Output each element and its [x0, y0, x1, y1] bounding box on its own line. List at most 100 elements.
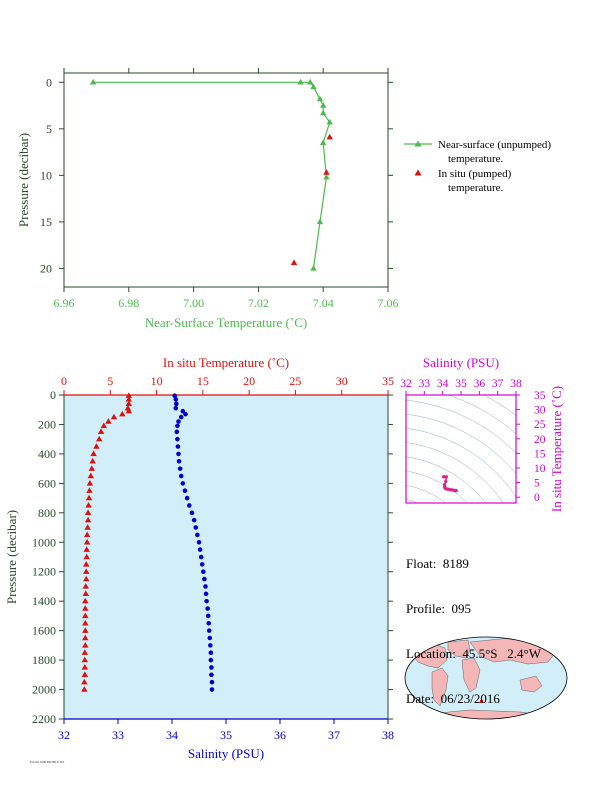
- salinity-point: [172, 393, 177, 399]
- near-surface-point: [316, 95, 324, 102]
- ts-plot-bg: [406, 395, 516, 503]
- pressure-tick-label: 400: [38, 447, 56, 461]
- temperature-point: [82, 583, 89, 589]
- float-location-marker: [480, 700, 483, 703]
- ts-temperature-tick-label: 0: [534, 492, 540, 504]
- salinity-point: [204, 598, 209, 604]
- salinity-point: [201, 569, 206, 575]
- pressure-tick-label: 600: [38, 476, 56, 490]
- salinity-point: [175, 423, 180, 429]
- temperature-point: [86, 479, 94, 486]
- salinity-point: [196, 539, 202, 545]
- legend-near-surface-marker: [414, 140, 422, 147]
- temperature-point: [125, 400, 132, 407]
- pressure-tick-label: 0: [50, 388, 56, 402]
- top-chart-legend: Near-surface (unpumped) temperature. In …: [404, 139, 551, 194]
- temperature-point: [81, 686, 88, 692]
- top-y-tick-label: 5: [46, 122, 52, 136]
- salinity-tick-label: 35: [220, 728, 232, 742]
- temperature-point: [82, 605, 89, 611]
- ts-temperature-tick-label: 30: [534, 405, 546, 417]
- temperature-tick-label: 15: [197, 374, 209, 388]
- temperature-point: [83, 560, 90, 567]
- near-surface-point: [307, 78, 314, 85]
- ts-temperature-tick-label: 10: [534, 463, 546, 475]
- salinity-point: [176, 451, 181, 457]
- ts-salinity-tick-label: 37: [492, 378, 504, 390]
- temperature-tick-label: 35: [382, 374, 394, 388]
- top-y-tick-label: 0: [46, 75, 52, 89]
- land-shape-2: [431, 667, 449, 707]
- legend-in-situ-label-1: In situ (pumped): [438, 168, 512, 180]
- temperature-point: [82, 590, 89, 597]
- salinity-point: [208, 657, 214, 663]
- salinity-point: [174, 401, 179, 407]
- near-surface-point: [326, 118, 333, 125]
- salinity-point: [207, 635, 213, 641]
- salinity-point: [186, 503, 192, 508]
- float-info: Float: 8189 Profile: 095 Location: 45.5°…: [406, 526, 541, 721]
- bottom-plot-frame: [63, 394, 389, 720]
- land-shape-6: [519, 675, 543, 693]
- temperature-point: [119, 410, 126, 417]
- ts-profile-point: [444, 475, 448, 479]
- salinity-point: [193, 525, 199, 530]
- salinity-point: [173, 405, 179, 411]
- temperature-point: [82, 619, 89, 626]
- temperature-point: [125, 407, 132, 414]
- temperature-point: [125, 396, 132, 402]
- footnote: FLOAT 8189 PROFILE 095: [30, 760, 65, 764]
- ts-profile-point: [442, 475, 446, 479]
- temperature-point: [88, 465, 95, 471]
- top-x-tick-label: 7.02: [248, 296, 269, 310]
- temperature-tick-label: 10: [151, 374, 163, 388]
- map-outline: [404, 636, 568, 720]
- temperature-point: [83, 553, 90, 560]
- temperature-point: [83, 568, 90, 574]
- ts-temperature-tick-label: 35: [534, 390, 546, 402]
- top-x-axis-label: Near-Surface Temperature (˚C): [145, 315, 307, 330]
- pressure-tick-label: 1400: [32, 594, 56, 608]
- near-surface-temperature-chart: 6.96 6.98 7.00 7.02 7.04 7.06 0 5 10 15 20 Near-S…: [16, 68, 399, 330]
- salinity-axis-label: Salinity (PSU): [188, 746, 264, 761]
- salinity-point: [175, 436, 180, 442]
- profile-number: Profile: 095: [406, 601, 471, 616]
- salinity-point: [197, 547, 203, 552]
- temperature-tick-label: 30: [336, 374, 348, 388]
- temperature-point: [84, 509, 92, 516]
- temperature-point: [100, 422, 108, 429]
- land-shape-3: [447, 639, 471, 659]
- salinity-point: [183, 411, 188, 417]
- temperature-point: [110, 413, 118, 420]
- near-surface-point: [323, 173, 330, 180]
- ts-salinity-tick-label: 36: [474, 378, 486, 390]
- top-y-tick-label: 20: [40, 261, 52, 275]
- salinity-point: [206, 620, 212, 626]
- ts-salinity-tick-label: 38: [510, 378, 522, 390]
- salinity-tick-label: 37: [328, 728, 340, 742]
- salinity-point: [174, 429, 180, 435]
- temperature-point: [84, 516, 92, 523]
- profile-series: [81, 392, 215, 692]
- salinity-point: [175, 444, 181, 449]
- salinity-point: [209, 679, 215, 685]
- salinity-point: [198, 554, 204, 560]
- legend-in-situ-label-2: temperature.: [448, 182, 504, 194]
- salinity-point: [208, 643, 213, 648]
- temperature-point: [87, 472, 95, 479]
- ts-profile-point: [444, 479, 448, 483]
- temperature-point: [83, 546, 90, 552]
- pressure-tick-label: 1000: [32, 535, 56, 549]
- salinity-point: [203, 584, 208, 589]
- near-surface-point: [320, 109, 327, 116]
- profile-chart: 0 5 10 15 20 25 30 35 32 33 34 35 36 37 38 0 200 400 600…: [4, 355, 394, 761]
- temperature-point: [95, 435, 103, 442]
- temperature-point: [90, 450, 97, 457]
- temperature-point: [125, 392, 132, 398]
- location: Location: 45.5°S 2.4°W: [406, 646, 541, 661]
- pressure-tick-label: 1800: [32, 653, 56, 667]
- ts-salinity-tick-label: 32: [400, 378, 412, 390]
- salinity-point: [180, 481, 186, 486]
- temperature-point: [81, 678, 88, 685]
